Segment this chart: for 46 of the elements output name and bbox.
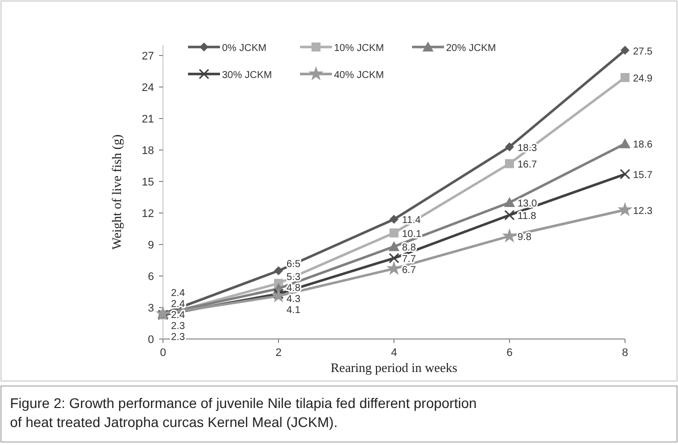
data-label: 4.1 bbox=[286, 304, 301, 316]
data-label: 16.7 bbox=[518, 160, 538, 171]
y-axis-title: Weight of live fish (g) bbox=[109, 134, 124, 250]
data-label: 11.4 bbox=[402, 215, 422, 226]
y-tick-label: 18 bbox=[142, 145, 154, 157]
x-tick-label: 0 bbox=[160, 347, 166, 359]
data-label: 4.3 bbox=[286, 294, 301, 305]
legend-label: 0% JCKM bbox=[222, 43, 266, 54]
y-tick-label: 27 bbox=[142, 50, 154, 62]
data-label: 5.3 bbox=[286, 272, 301, 283]
data-label: 27.5 bbox=[633, 46, 653, 58]
y-tick-label: 24 bbox=[142, 82, 154, 94]
data-label: 2.3 bbox=[171, 321, 186, 332]
x-tick-label: 8 bbox=[622, 347, 628, 359]
data-label: 13.0 bbox=[518, 198, 538, 210]
data-label: 2.4 bbox=[171, 299, 186, 310]
data-label: 18.6 bbox=[633, 140, 653, 151]
y-tick-label: 0 bbox=[148, 334, 154, 346]
data-label: 9.8 bbox=[518, 232, 532, 244]
x-tick-label: 4 bbox=[390, 347, 398, 359]
y-tick-label: 3 bbox=[148, 302, 154, 314]
y-tick-label: 6 bbox=[148, 271, 154, 283]
caption: Figure 2: Growth performance of juvenile Nile tilapia fed different proportion of heat treated Jatropha curcas Kernel Meal (JCKM). bbox=[10, 395, 477, 430]
x-tick-label: 6 bbox=[506, 347, 513, 359]
x-axis-title: Rearing period in weeks bbox=[330, 360, 458, 375]
data-label: 24.9 bbox=[633, 74, 653, 85]
legend-label: 10% JCKM bbox=[334, 43, 384, 54]
data-label: 2.4 bbox=[171, 310, 186, 322]
y-tick-label: 15 bbox=[142, 176, 154, 188]
data-label: 4.8 bbox=[286, 282, 301, 294]
data-label: 10.1 bbox=[402, 228, 422, 240]
x-tick-label: 2 bbox=[275, 347, 282, 359]
data-label: 11.8 bbox=[518, 211, 537, 222]
data-label: 18.3 bbox=[518, 142, 538, 154]
legend-label: 30% JCKM bbox=[222, 70, 272, 81]
y-tick-label: 12 bbox=[142, 208, 154, 220]
data-label: 8.8 bbox=[402, 242, 416, 254]
y-tick-label: 9 bbox=[148, 240, 154, 252]
data-label: 2.4 bbox=[171, 288, 186, 300]
legend-label: 20% JCKM bbox=[446, 43, 496, 54]
legend-label: 40% JCKM bbox=[334, 70, 384, 81]
y-tick-label: 21 bbox=[142, 114, 154, 126]
data-label: 6.7 bbox=[402, 265, 416, 276]
data-label: 15.7 bbox=[633, 170, 653, 182]
data-label: 12.3 bbox=[633, 206, 653, 217]
data-label: 7.7 bbox=[402, 254, 416, 266]
